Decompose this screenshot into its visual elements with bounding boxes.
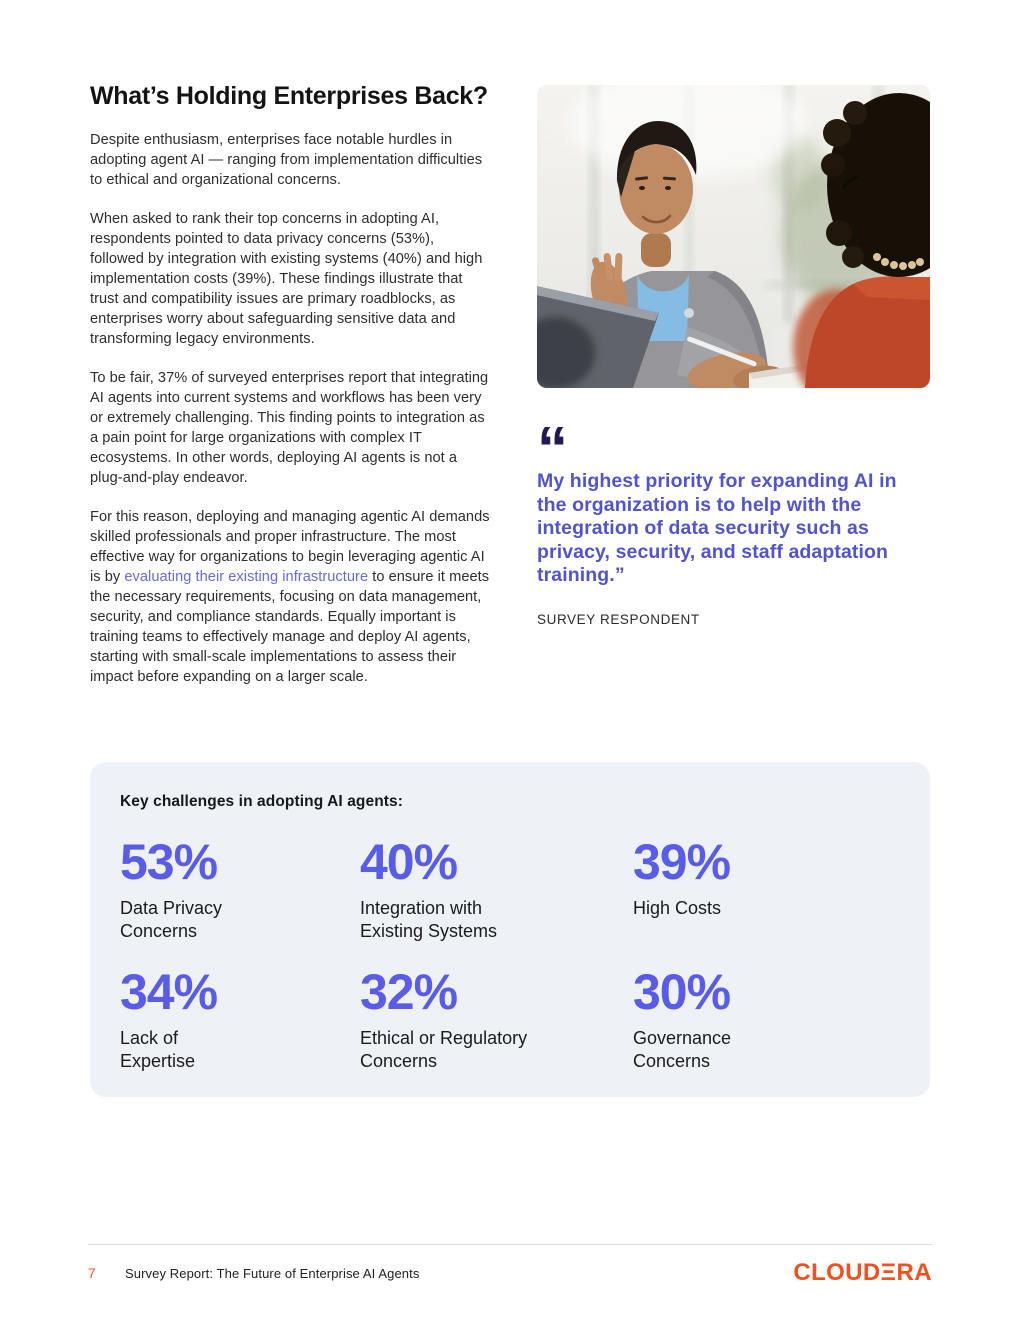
quote-text: My highest priority for expanding AI in … (537, 470, 897, 586)
stat-label: Lack of Expertise (120, 1028, 196, 1071)
report-title: Survey Report: The Future of Enterprise … (125, 1265, 420, 1281)
stat-label: Ethical or Regulatory Concerns (360, 1028, 528, 1071)
key-challenges-panel: Key challenges in adopting AI agents: 53… (90, 762, 930, 1097)
stat-label: Integration with Existing Systems (360, 898, 498, 941)
meeting-photo (537, 85, 930, 388)
page-number: 7 (88, 1265, 96, 1281)
stat-value: 34% (120, 964, 218, 1020)
stat-data-privacy: 53% Data Privacy Concerns (120, 837, 360, 943)
stat-value: 39% (633, 834, 731, 890)
stat-value: 40% (360, 834, 458, 890)
stat-high-costs: 39% High Costs (633, 837, 900, 943)
paragraph-recommendations-tail: to ensure it meets the necessary require… (90, 569, 490, 685)
paragraph-top-concerns: When asked to rank their top concerns in… (90, 211, 483, 347)
stat-integration: 40% Integration with Existing Systems (360, 837, 633, 943)
key-challenges-heading: Key challenges in adopting AI agents: (120, 793, 404, 810)
stat-label: Data Privacy Concerns (120, 898, 223, 941)
stat-ethical-regulatory: 32% Ethical or Regulatory Concerns (360, 967, 633, 1073)
cloudera-logo-part3: RA (896, 1259, 932, 1286)
paragraph-intro: Despite enthusiasm, enterprises face not… (90, 132, 483, 188)
stats-grid: 53% Data Privacy Concerns 40% Integratio… (120, 813, 900, 1073)
page-title: What’s Holding Enterprises Back? (90, 82, 488, 110)
media-column: “ My highest priority for expanding AI i… (537, 85, 930, 627)
meeting-photo-illustration (537, 85, 930, 388)
cloudera-logo: CLOUDΞRA (793, 1261, 932, 1285)
paragraph-recommendations: For this reason, deploying and managing … (90, 507, 490, 687)
paragraph-integration-challenge: To be fair, 37% of surveyed enterprises … (90, 370, 489, 486)
stat-value: 30% (633, 964, 731, 1020)
stat-lack-of-expertise: 34% Lack of Expertise (120, 967, 360, 1073)
stat-label: Governance Concerns (633, 1028, 732, 1071)
article-column: What’s Holding Enterprises Back? Despite… (90, 82, 490, 706)
quote-mark-icon: “ (537, 415, 568, 484)
stat-label: High Costs (633, 898, 722, 918)
page-footer: 7 Survey Report: The Future of Enterpris… (88, 1244, 932, 1285)
paragraph-recommendations-lead: For this reason, deploying and managing … (90, 509, 490, 585)
quote-attribution: SURVEY RESPONDENT (537, 611, 700, 627)
stat-value: 53% (120, 834, 218, 890)
pull-quote: “ My highest priority for expanding AI i… (537, 415, 930, 627)
existing-infrastructure-link[interactable]: evaluating their existing infrastructure (124, 569, 369, 585)
cloudera-logo-e-glyph: Ξ (880, 1259, 897, 1286)
stat-governance: 30% Governance Concerns (633, 967, 900, 1073)
cloudera-logo-part1: CLOUD (793, 1259, 881, 1286)
stat-value: 32% (360, 964, 458, 1020)
